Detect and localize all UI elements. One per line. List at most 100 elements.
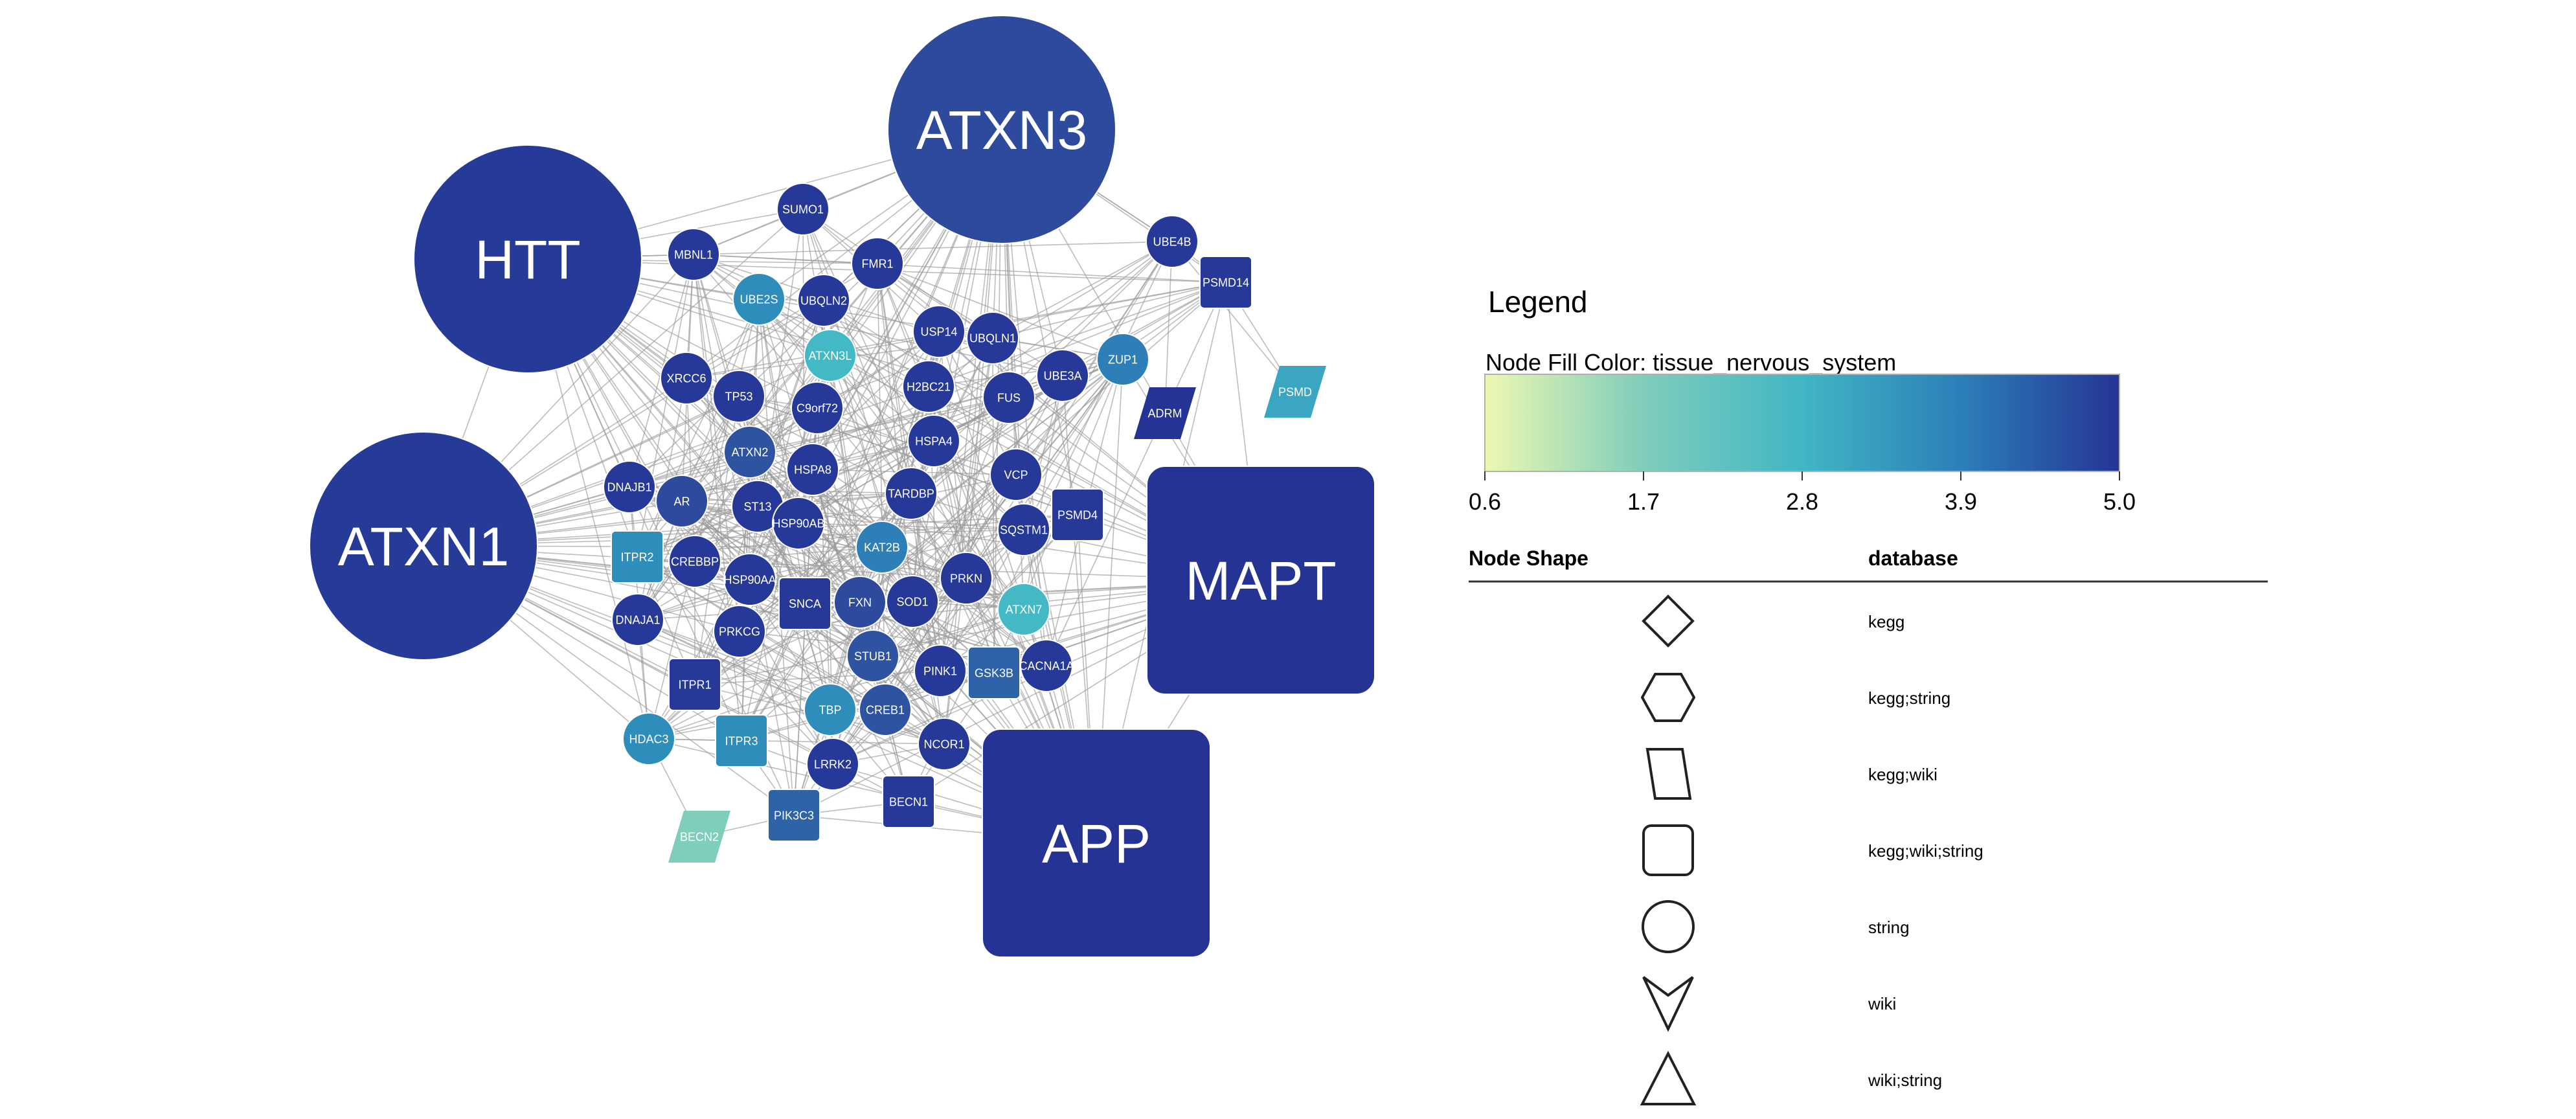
- node-tardbp[interactable]: TARDBP: [885, 467, 938, 520]
- node-gsk3b[interactable]: GSK3B: [967, 646, 1021, 699]
- node-psmd[interactable]: PSMD: [1264, 366, 1326, 418]
- node-creb1[interactable]: CREB1: [859, 683, 912, 736]
- node-hspa4[interactable]: HSPA4: [907, 414, 960, 468]
- circle-icon: [1642, 900, 1695, 953]
- node-shape: [902, 360, 955, 413]
- node-lrrk2[interactable]: LRRK2: [806, 738, 859, 791]
- node-atxn7[interactable]: ATXN7: [997, 583, 1050, 636]
- tick-label: 0.6: [1469, 488, 1501, 515]
- node-fus[interactable]: FUS: [982, 371, 1035, 424]
- node-shape: [611, 593, 664, 646]
- node-ube3a[interactable]: UBE3A: [1036, 349, 1089, 402]
- node-ncor1[interactable]: NCOR1: [918, 718, 971, 771]
- node-adrm[interactable]: ADRM: [1134, 387, 1196, 439]
- node-hdac3[interactable]: HDAC3: [622, 712, 675, 765]
- node-hsp90aa[interactable]: HSP90AA: [723, 553, 776, 606]
- node-shape: [967, 646, 1021, 699]
- node-mapt[interactable]: MAPT: [1146, 466, 1375, 695]
- node-hspa8[interactable]: HSPA8: [786, 443, 839, 496]
- node-sod1[interactable]: SOD1: [886, 575, 939, 628]
- node-tbp[interactable]: TBP: [804, 683, 857, 736]
- node-sqstm1[interactable]: SQSTM1: [997, 503, 1050, 556]
- node-pink1[interactable]: PINK1: [914, 644, 967, 697]
- node-dnaja1[interactable]: DNAJA1: [611, 593, 664, 646]
- node-label: ZUP1: [1108, 353, 1138, 366]
- node-usp14[interactable]: USP14: [912, 305, 966, 358]
- node-label: PIK3C3: [774, 809, 814, 822]
- node-shape: [732, 273, 785, 326]
- node-shape: [833, 576, 887, 629]
- node-becn2[interactable]: BECN2: [668, 811, 730, 863]
- node-prkcg[interactable]: PRKCG: [713, 605, 766, 658]
- node-atxn1[interactable]: ATXN1: [309, 431, 538, 661]
- edge: [694, 602, 861, 685]
- node-label: PRKN: [950, 572, 982, 585]
- edge: [749, 397, 1010, 453]
- node-dnajb1[interactable]: DNAJB1: [603, 460, 656, 514]
- node-shape: [982, 371, 1035, 424]
- node-itpr1[interactable]: ITPR1: [668, 658, 721, 711]
- node-fxn[interactable]: FXN: [833, 576, 887, 629]
- node-ubqln1[interactable]: UBQLN1: [966, 311, 1019, 365]
- node-prkn[interactable]: PRKN: [940, 552, 993, 605]
- node-label: TBP: [819, 703, 841, 716]
- edge: [885, 375, 1063, 710]
- node-shape: [786, 443, 839, 496]
- node-shape: [966, 311, 1019, 365]
- node-atxn2[interactable]: ATXN2: [723, 425, 776, 479]
- node-stub1[interactable]: STUB1: [846, 629, 899, 683]
- node-shape: [1146, 215, 1199, 268]
- node-cacna1a[interactable]: CACNA1A: [1019, 639, 1074, 692]
- edge: [802, 209, 912, 494]
- edge: [877, 263, 1124, 360]
- node-ar[interactable]: AR: [655, 475, 708, 528]
- node-crebbp[interactable]: CREBBP: [668, 535, 721, 588]
- hexagon-icon: [1640, 673, 1696, 722]
- node-fmr1[interactable]: FMR1: [851, 237, 904, 290]
- legend-row: string: [1642, 900, 1910, 953]
- node-hsp90ab[interactable]: HSP90AB: [772, 497, 825, 550]
- node-ube4b[interactable]: UBE4B: [1146, 215, 1199, 268]
- node-psmd14[interactable]: PSMD14: [1199, 256, 1252, 309]
- node-shape: [776, 183, 830, 236]
- node-shape: [603, 460, 656, 514]
- node-zup1[interactable]: ZUP1: [1096, 333, 1149, 386]
- legend-row: kegg;string: [1640, 673, 1950, 722]
- node-itpr2[interactable]: ITPR2: [611, 530, 664, 583]
- network-nodes: ATXN3 HTT ATXN1 MAPT APP SUMO1 MBNL1 FMR1 UBE4B P…: [309, 15, 1375, 958]
- node-label: UBE2S: [740, 293, 778, 306]
- node-xrcc6[interactable]: XRCC6: [660, 352, 713, 405]
- node-atxn3[interactable]: ATXN3: [887, 15, 1116, 244]
- tick-label: 3.9: [1945, 488, 1977, 515]
- node-label: ATXN1: [338, 516, 510, 577]
- node-pik3c3[interactable]: PIK3C3: [767, 789, 820, 842]
- node-atxn3l[interactable]: ATXN3L: [804, 329, 857, 382]
- node-shape: [940, 552, 993, 605]
- node-ubqln2[interactable]: UBQLN2: [797, 274, 850, 327]
- node-tp53[interactable]: TP53: [712, 370, 765, 423]
- node-mbnl1[interactable]: MBNL1: [667, 228, 720, 281]
- legend-shape-rows: kegg kegg;string kegg;wiki kegg;wiki;string…: [1640, 594, 1983, 1105]
- node-ube2s[interactable]: UBE2S: [732, 273, 785, 326]
- node-c9orf72[interactable]: C9orf72: [791, 381, 844, 435]
- node-st13[interactable]: ST13: [731, 480, 784, 533]
- node-vcp[interactable]: VCP: [989, 448, 1043, 501]
- node-kat2b[interactable]: KAT2B: [855, 521, 909, 574]
- node-shape: [1199, 256, 1252, 309]
- node-h2bc21[interactable]: H2BC21: [902, 360, 955, 413]
- node-snca[interactable]: SNCA: [778, 577, 831, 630]
- node-shape: [1264, 366, 1326, 418]
- node-app[interactable]: APP: [982, 729, 1211, 958]
- node-label: XRCC6: [666, 372, 706, 385]
- node-htt[interactable]: HTT: [413, 144, 642, 374]
- node-label: HDAC3: [629, 732, 668, 745]
- edge: [992, 241, 1173, 339]
- legend-row: kegg: [1642, 594, 1904, 648]
- node-label: PSMD14: [1203, 276, 1249, 289]
- node-itpr3[interactable]: ITPR3: [715, 714, 768, 767]
- node-label: FMR1: [862, 257, 894, 270]
- node-shape: [907, 414, 960, 468]
- node-sumo1[interactable]: SUMO1: [776, 183, 830, 236]
- node-psmd4[interactable]: PSMD4: [1051, 488, 1104, 541]
- node-becn1[interactable]: BECN1: [882, 775, 935, 828]
